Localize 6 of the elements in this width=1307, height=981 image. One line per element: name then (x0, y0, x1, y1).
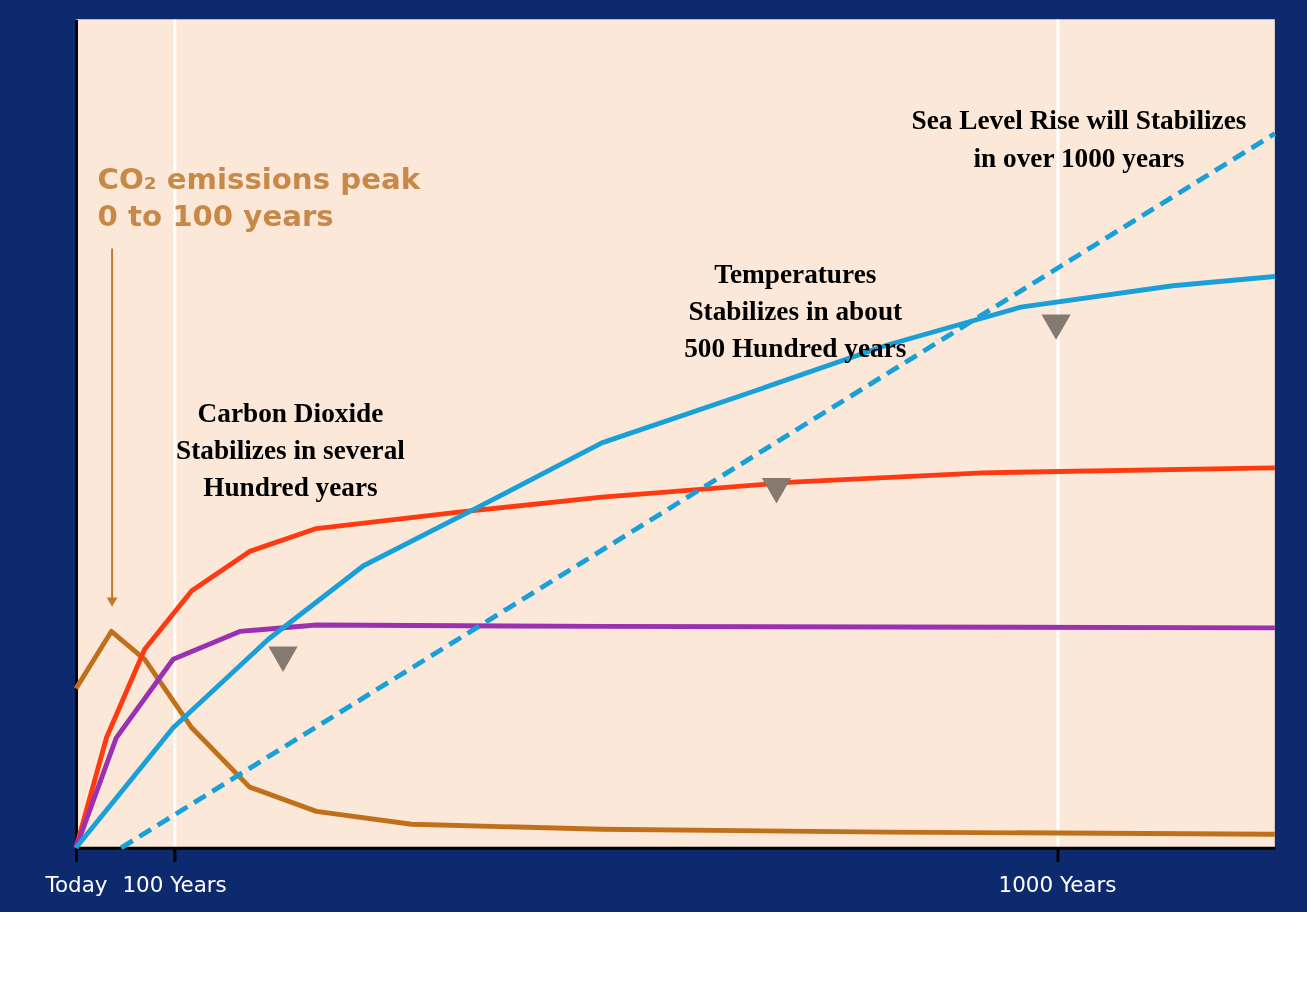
annotation: CO₂ emissions peak 0 to 100 years (97, 161, 421, 233)
annotation: Carbon Dioxide Stabilizes in several Hundred years (176, 397, 406, 502)
x-tick-label: Today (44, 872, 108, 898)
annotation: Sea Level Rise will Stabilizes in over 1000 years (911, 105, 1247, 173)
x-tick-label: 1000 Years (998, 872, 1117, 898)
x-tick-label: 100 Years (122, 872, 227, 898)
